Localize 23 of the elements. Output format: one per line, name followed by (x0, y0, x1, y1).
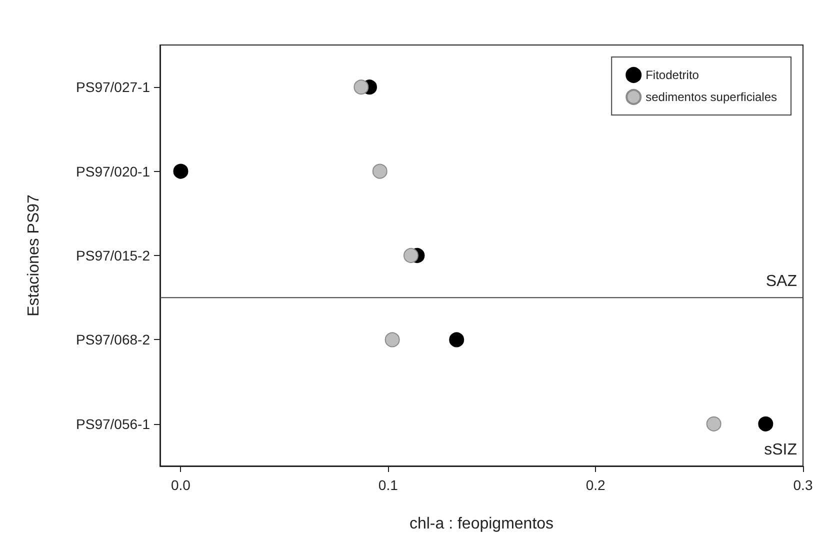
legend-label: sedimentos superficiales (646, 90, 778, 104)
y-tick-label: PS97/015-2 (76, 248, 150, 264)
point (354, 80, 369, 95)
point (706, 416, 722, 432)
point (449, 332, 464, 348)
point (173, 164, 188, 179)
y-tick-label: PS97/027-1 (76, 79, 150, 96)
legend-label: Fitodetrito (646, 68, 700, 82)
y-tick-label: PS97/056-1 (76, 416, 150, 432)
x-axis-title: chl-a : feopigmentos (409, 516, 554, 532)
annotation: sSIZ (764, 442, 798, 458)
point (384, 332, 400, 348)
x-tick-label: 0.2 (586, 477, 606, 493)
y-tick-label: PS97/068-2 (76, 332, 150, 348)
annotation: SAZ (766, 273, 798, 290)
y-tick-label: PS97/020-1 (76, 163, 150, 180)
point (372, 164, 388, 179)
x-tick-label: 0.0 (171, 477, 191, 493)
x-tick-label: 0.3 (793, 477, 813, 493)
x-tick-label: 0.1 (378, 477, 398, 493)
point (758, 416, 774, 432)
point (403, 248, 418, 263)
y-axis-title: Estaciones PS97 (26, 194, 42, 316)
